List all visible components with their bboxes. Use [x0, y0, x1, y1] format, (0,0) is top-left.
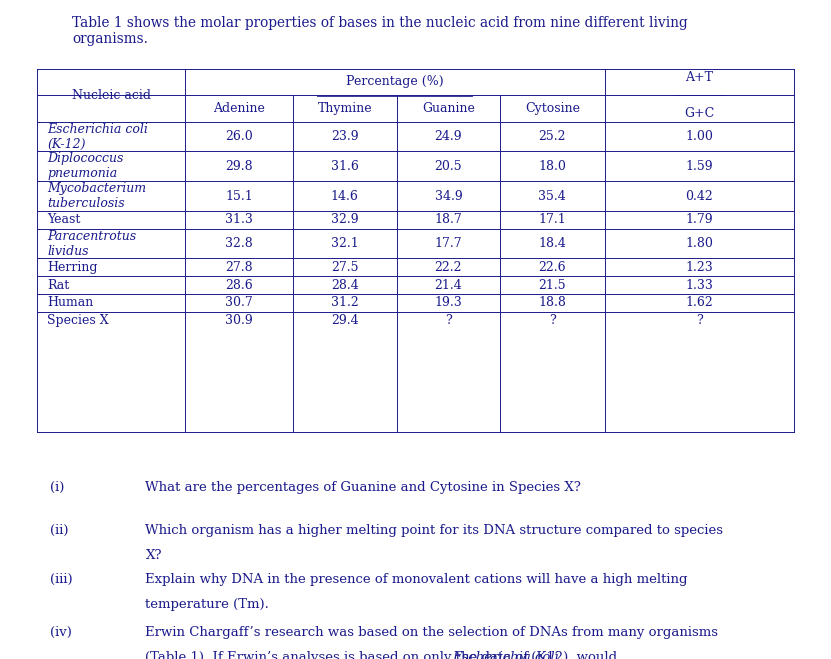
Text: 32.9: 32.9: [331, 214, 359, 226]
Text: (K12), would: (K12), would: [528, 651, 617, 659]
Text: 20.5: 20.5: [435, 160, 462, 173]
Text: Explain why DNA in the presence of monovalent cations will have a high melting: Explain why DNA in the presence of monov…: [145, 573, 688, 587]
Text: What are the percentages of Guanine and Cytosine in Species X?: What are the percentages of Guanine and …: [145, 481, 582, 494]
Text: ?: ?: [696, 314, 702, 327]
Text: ?: ?: [549, 314, 556, 327]
Text: (iv): (iv): [50, 626, 71, 639]
Text: 32.1: 32.1: [331, 237, 359, 250]
Text: A+T: A+T: [685, 71, 713, 84]
Text: 0.42: 0.42: [686, 190, 713, 202]
Text: 29.4: 29.4: [331, 314, 359, 327]
Text: Species X: Species X: [47, 314, 109, 327]
Text: (ii): (ii): [50, 524, 68, 537]
Text: (Table 1). If Erwin’s analyses is based on only the data of: (Table 1). If Erwin’s analyses is based …: [145, 651, 533, 659]
Text: (iii): (iii): [50, 573, 72, 587]
Text: Diplococcus
pneumonia: Diplococcus pneumonia: [47, 152, 124, 181]
Text: 21.4: 21.4: [435, 279, 462, 291]
Text: 21.5: 21.5: [538, 279, 566, 291]
Text: temperature (Tm).: temperature (Tm).: [145, 598, 269, 612]
Text: Adenine: Adenine: [213, 101, 265, 115]
Text: 29.8: 29.8: [225, 160, 253, 173]
Text: 17.1: 17.1: [538, 214, 566, 226]
Text: 32.8: 32.8: [225, 237, 253, 250]
Text: Escherichia coli: Escherichia coli: [452, 651, 559, 659]
Text: Nucleic acid: Nucleic acid: [71, 89, 150, 102]
Text: 26.0: 26.0: [225, 130, 253, 143]
Text: 24.9: 24.9: [435, 130, 462, 143]
Text: Percentage (%): Percentage (%): [346, 75, 444, 88]
Text: G+C: G+C: [684, 107, 714, 120]
Text: 17.7: 17.7: [435, 237, 462, 250]
Text: 18.0: 18.0: [538, 160, 566, 173]
Text: 22.6: 22.6: [538, 261, 566, 273]
Text: 23.9: 23.9: [331, 130, 359, 143]
Text: Cytosine: Cytosine: [525, 101, 580, 115]
Text: 30.7: 30.7: [225, 297, 253, 309]
Text: ?: ?: [445, 314, 452, 327]
Text: 35.4: 35.4: [538, 190, 566, 202]
Text: 1.62: 1.62: [686, 297, 713, 309]
Text: 34.9: 34.9: [435, 190, 462, 202]
Text: 18.7: 18.7: [435, 214, 462, 226]
Text: Yeast: Yeast: [47, 214, 81, 226]
Text: 1.33: 1.33: [685, 279, 713, 291]
Text: Which organism has a higher melting point for its DNA structure compared to spec: Which organism has a higher melting poin…: [145, 524, 724, 537]
Text: 1.23: 1.23: [686, 261, 713, 273]
Text: 30.9: 30.9: [225, 314, 253, 327]
Text: 15.1: 15.1: [225, 190, 253, 202]
Text: Human: Human: [47, 297, 94, 309]
Text: Thymine: Thymine: [317, 101, 372, 115]
Text: 22.2: 22.2: [435, 261, 462, 273]
Text: Rat: Rat: [47, 279, 70, 291]
Text: 25.2: 25.2: [538, 130, 566, 143]
Text: Paracentrotus
lividus: Paracentrotus lividus: [47, 229, 136, 258]
Text: Mycobacterium
tuberculosis: Mycobacterium tuberculosis: [47, 182, 146, 210]
Text: 18.8: 18.8: [538, 297, 566, 309]
Text: organisms.: organisms.: [72, 32, 148, 46]
Text: Table 1 shows the molar properties of bases in the nucleic acid from nine differ: Table 1 shows the molar properties of ba…: [72, 16, 688, 30]
Text: 28.6: 28.6: [225, 279, 253, 291]
Text: 1.79: 1.79: [686, 214, 713, 226]
Text: 27.5: 27.5: [331, 261, 358, 273]
Text: Erwin Chargaff’s research was based on the selection of DNAs from many organisms: Erwin Chargaff’s research was based on t…: [145, 626, 719, 639]
Text: 18.4: 18.4: [538, 237, 566, 250]
Text: 31.3: 31.3: [225, 214, 253, 226]
Text: 19.3: 19.3: [435, 297, 462, 309]
Text: 27.8: 27.8: [225, 261, 253, 273]
Text: 28.4: 28.4: [331, 279, 359, 291]
Text: Escherichia coli
(K-12): Escherichia coli (K-12): [47, 123, 148, 151]
Text: (i): (i): [50, 481, 64, 494]
Text: Guanine: Guanine: [422, 101, 475, 115]
Text: Herring: Herring: [47, 261, 98, 273]
Text: 31.2: 31.2: [331, 297, 359, 309]
Text: 1.59: 1.59: [686, 160, 713, 173]
Text: 31.6: 31.6: [331, 160, 359, 173]
Text: 1.00: 1.00: [685, 130, 713, 143]
Text: 14.6: 14.6: [331, 190, 359, 202]
Text: X?: X?: [145, 549, 162, 562]
Text: 1.80: 1.80: [685, 237, 713, 250]
